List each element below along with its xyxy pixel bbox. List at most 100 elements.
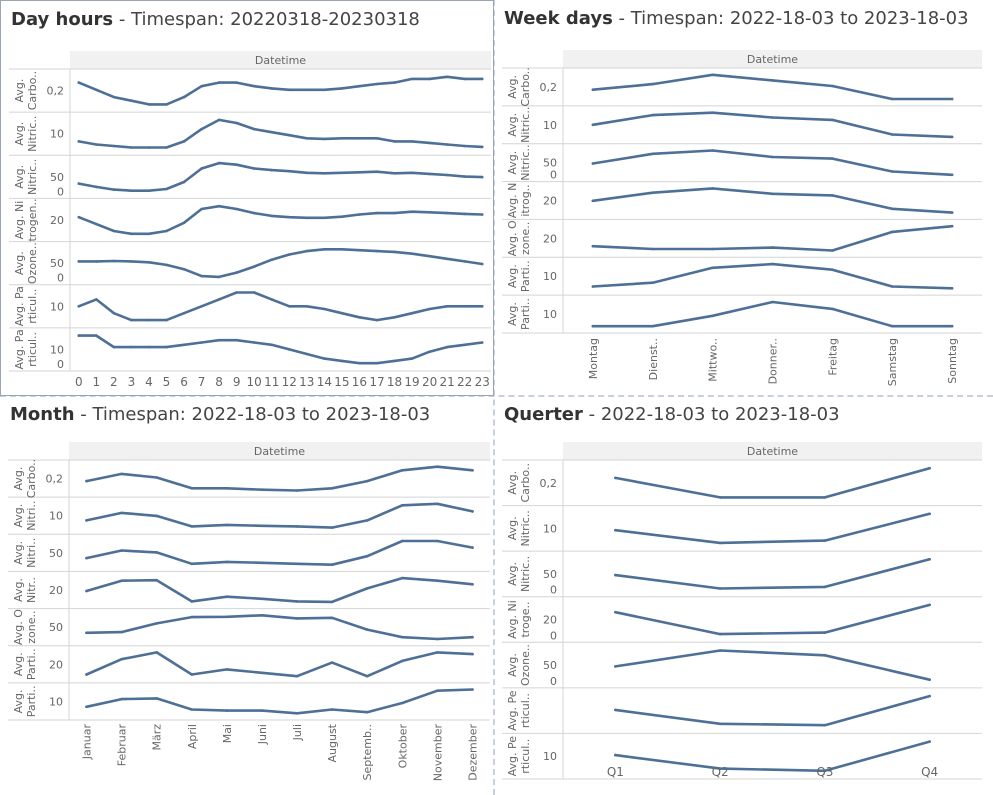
week-days-panel[interactable]: Week days - Timespan: 2022-18-03 to 2023…: [494, 0, 993, 396]
data-point[interactable]: [393, 316, 396, 319]
series-line[interactable]: [614, 649, 931, 682]
data-point[interactable]: [155, 697, 158, 700]
series-line[interactable]: [77, 161, 484, 192]
data-point[interactable]: [480, 262, 484, 266]
data-point[interactable]: [340, 359, 344, 363]
data-point[interactable]: [463, 212, 467, 216]
data-point[interactable]: [288, 253, 291, 256]
data-point[interactable]: [591, 244, 595, 248]
data-point[interactable]: [260, 597, 264, 601]
data-point[interactable]: [252, 341, 256, 344]
data-point[interactable]: [393, 250, 396, 254]
data-point[interactable]: [225, 709, 229, 712]
series-line[interactable]: [77, 291, 484, 322]
series-line[interactable]: [591, 149, 954, 177]
data-point[interactable]: [428, 254, 431, 258]
data-point[interactable]: [95, 334, 98, 337]
data-point[interactable]: [95, 260, 98, 263]
data-point[interactable]: [771, 300, 774, 304]
data-point[interactable]: [182, 343, 186, 347]
data-point[interactable]: [182, 221, 186, 225]
data-point[interactable]: [471, 688, 474, 691]
data-point[interactable]: [428, 211, 431, 214]
series-line[interactable]: [77, 248, 484, 279]
data-point[interactable]: [950, 173, 954, 177]
data-point[interactable]: [410, 77, 414, 81]
data-point[interactable]: [614, 476, 617, 480]
data-point[interactable]: [120, 472, 123, 476]
data-point[interactable]: [445, 257, 449, 261]
data-point[interactable]: [591, 88, 595, 91]
data-point[interactable]: [217, 204, 221, 208]
data-point[interactable]: [614, 753, 617, 757]
data-point[interactable]: [120, 697, 123, 701]
data-point[interactable]: [155, 551, 158, 554]
data-point[interactable]: [77, 182, 81, 185]
data-point[interactable]: [358, 316, 361, 319]
data-point[interactable]: [295, 600, 299, 603]
data-point[interactable]: [330, 708, 334, 711]
data-point[interactable]: [823, 585, 827, 589]
data-point[interactable]: [831, 249, 834, 252]
data-point[interactable]: [480, 213, 484, 216]
data-point[interactable]: [155, 651, 158, 654]
data-point[interactable]: [401, 635, 404, 639]
series-line[interactable]: [614, 603, 931, 636]
data-point[interactable]: [591, 123, 595, 127]
data-point[interactable]: [305, 137, 309, 140]
data-point[interactable]: [130, 146, 133, 149]
data-point[interactable]: [365, 554, 369, 558]
data-point[interactable]: [85, 519, 88, 522]
data-point[interactable]: [112, 188, 116, 191]
data-point[interactable]: [410, 357, 414, 360]
data-point[interactable]: [182, 267, 186, 271]
data-point[interactable]: [591, 162, 595, 165]
series-line[interactable]: [77, 334, 484, 365]
data-point[interactable]: [401, 701, 404, 705]
data-point[interactable]: [217, 338, 221, 342]
series-line[interactable]: [77, 204, 484, 236]
data-point[interactable]: [235, 291, 238, 294]
data-point[interactable]: [130, 99, 133, 102]
data-point[interactable]: [155, 622, 158, 625]
data-point[interactable]: [711, 73, 714, 77]
data-point[interactable]: [950, 211, 954, 214]
data-point[interactable]: [358, 248, 361, 252]
data-point[interactable]: [112, 311, 116, 315]
data-point[interactable]: [165, 263, 168, 267]
data-point[interactable]: [771, 262, 774, 266]
data-point[interactable]: [112, 345, 116, 349]
data-point[interactable]: [823, 631, 827, 634]
data-point[interactable]: [190, 600, 194, 603]
data-point[interactable]: [305, 216, 309, 220]
data-point[interactable]: [288, 169, 291, 173]
data-point[interactable]: [182, 180, 186, 184]
data-point[interactable]: [323, 357, 326, 360]
data-point[interactable]: [890, 97, 894, 101]
data-point[interactable]: [591, 285, 595, 288]
data-point[interactable]: [831, 268, 834, 272]
data-point[interactable]: [928, 694, 931, 698]
data-point[interactable]: [436, 579, 439, 582]
data-point[interactable]: [375, 170, 379, 173]
data-point[interactable]: [112, 144, 116, 148]
data-point[interactable]: [165, 318, 168, 322]
data-point[interactable]: [401, 659, 404, 663]
data-point[interactable]: [305, 88, 309, 92]
data-point[interactable]: [463, 343, 467, 347]
data-point[interactable]: [831, 307, 834, 311]
data-point[interactable]: [120, 579, 123, 582]
data-point[interactable]: [711, 266, 714, 270]
series-line[interactable]: [77, 118, 484, 149]
data-point[interactable]: [375, 361, 379, 365]
data-point[interactable]: [711, 314, 714, 318]
data-point[interactable]: [393, 359, 396, 363]
data-point[interactable]: [225, 615, 229, 619]
data-point[interactable]: [235, 338, 238, 342]
quarter-panel[interactable]: Querter - 2022-18-03 to 2023-18-03 Datet…: [494, 396, 993, 795]
data-point[interactable]: [235, 271, 238, 274]
data-point[interactable]: [95, 185, 98, 189]
data-point[interactable]: [260, 671, 264, 675]
data-point[interactable]: [330, 616, 334, 620]
